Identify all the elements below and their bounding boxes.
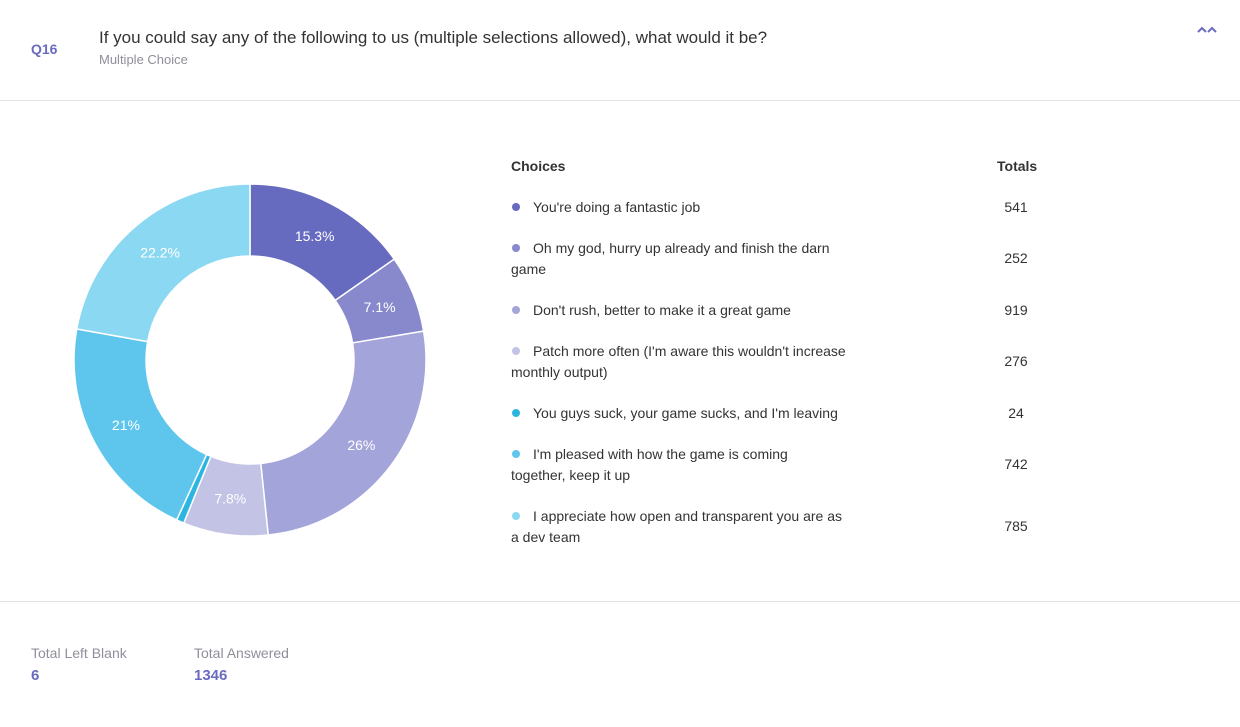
collapse-chevron-icon[interactable]: [1194, 20, 1220, 38]
slice-percent-label: 7.8%: [214, 491, 246, 507]
choice-row-2: Oh my god, hurry up already and finish t…: [511, 238, 846, 280]
choice-label: Don't rush, better to make it a great ga…: [533, 302, 791, 318]
question-header: Q16 If you could say any of the followin…: [0, 0, 1240, 101]
choice-row-7: I appreciate how open and transparent yo…: [511, 506, 846, 548]
question-title: If you could say any of the following to…: [99, 28, 768, 47]
total-answered-value: 1346: [194, 667, 228, 684]
choice-label: Oh my god, hurry up already and finish t…: [511, 240, 830, 277]
choice-total: 919: [1004, 302, 1028, 318]
donut-slice-7: [75, 183, 251, 343]
choice-label: Patch more often (I'm aware this wouldn'…: [511, 343, 846, 380]
slice-percent-label: 22.2%: [140, 245, 180, 261]
question-type: Multiple Choice: [99, 52, 188, 67]
choice-row-1: You're doing a fantastic job: [511, 197, 846, 218]
choice-label: I appreciate how open and transparent yo…: [511, 508, 842, 545]
slice-percent-label: 26%: [347, 437, 375, 453]
slice-percent-label: 21%: [112, 417, 140, 433]
choice-label: You guys suck, your game sucks, and I'm …: [533, 405, 838, 421]
legend-dot: [512, 203, 520, 211]
question-number: Q16: [31, 41, 58, 57]
legend-dot: [512, 409, 520, 417]
legend-dot: [512, 512, 520, 520]
footer-divider: [0, 601, 1240, 602]
choice-row-4: Patch more often (I'm aware this wouldn'…: [511, 341, 846, 383]
totals-header: Totals: [997, 158, 1038, 174]
choice-label: You're doing a fantastic job: [533, 199, 701, 215]
total-answered-label: Total Answered: [194, 645, 289, 661]
choice-row-3: Don't rush, better to make it a great ga…: [511, 300, 846, 321]
choice-row-5: You guys suck, your game sucks, and I'm …: [511, 403, 846, 424]
donut-chart: 15.3% 7.1% 26% 7.8% 21% 22.2%: [60, 170, 440, 550]
choice-total: 785: [1004, 518, 1028, 534]
legend-dot: [512, 244, 520, 252]
choice-total: 24: [1008, 405, 1024, 421]
donut-slice-3: [259, 330, 427, 536]
choice-total: 276: [1004, 353, 1028, 369]
choice-label: I'm pleased with how the game is coming …: [511, 446, 788, 483]
slice-percent-label: 7.1%: [364, 299, 396, 315]
total-left-blank-label: Total Left Blank: [31, 645, 127, 661]
legend-dot: [512, 306, 520, 314]
choice-total: 252: [1004, 250, 1028, 266]
legend-dot: [512, 450, 520, 458]
choice-total: 541: [1004, 199, 1028, 215]
total-left-blank-value: 6: [31, 667, 40, 684]
choice-total: 742: [1004, 456, 1028, 472]
choices-header: Choices: [511, 158, 566, 174]
legend-dot: [512, 347, 520, 355]
slice-percent-label: 15.3%: [295, 228, 335, 244]
choice-row-6: I'm pleased with how the game is coming …: [511, 444, 846, 486]
donut-slice-6: [73, 328, 208, 521]
